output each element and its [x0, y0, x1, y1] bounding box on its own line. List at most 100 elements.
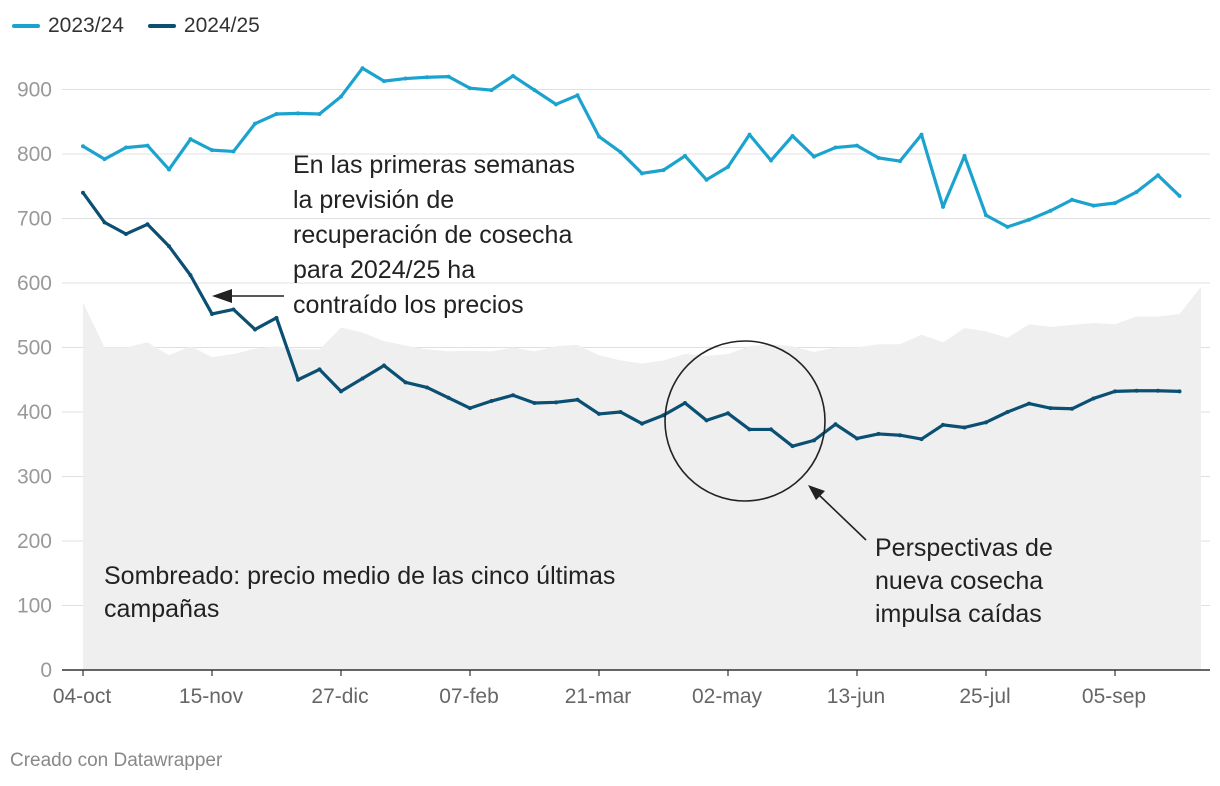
data-point-2024-25 — [575, 397, 580, 402]
data-point-2023-24 — [618, 150, 623, 155]
data-point-2023-24 — [833, 145, 838, 150]
y-tick-label: 100 — [17, 595, 52, 618]
y-tick-label: 800 — [17, 143, 52, 166]
annotation-line: recuperación de cosecha — [293, 221, 572, 249]
data-point-2023-24 — [102, 157, 107, 162]
data-point-2023-24 — [360, 66, 365, 71]
legend-item-2024-25[interactable]: 2024/25 — [147, 14, 260, 38]
data-point-2023-24 — [425, 75, 429, 80]
data-point-2024-25 — [1113, 389, 1117, 394]
data-point-2023-24 — [231, 149, 236, 154]
series-line-2023-24 — [81, 66, 1182, 229]
data-point-2024-25 — [425, 385, 429, 390]
data-point-2024-25 — [597, 411, 601, 416]
data-point-2024-25 — [188, 273, 193, 278]
data-point-2024-25 — [1134, 388, 1139, 393]
data-point-2024-25 — [941, 422, 945, 427]
annotation-new-harvest: Perspectivas de nueva cosecha impulsa ca… — [875, 534, 1060, 628]
data-point-2024-25 — [640, 421, 644, 426]
data-point-2023-24 — [446, 74, 451, 79]
annotation-line: Perspectivas de — [875, 534, 1053, 562]
data-point-2023-24 — [704, 177, 709, 182]
data-point-2024-25 — [317, 367, 322, 372]
data-point-2024-25 — [1048, 406, 1053, 411]
x-tick-label: 15-nov — [179, 685, 244, 708]
annotation-shading-note: Sombreado: precio medio de las cinco últ… — [104, 562, 622, 623]
series-lines — [81, 66, 1182, 449]
data-point-2024-25 — [683, 400, 687, 405]
legend-swatch-2023-24 — [12, 24, 40, 28]
data-point-2024-25 — [855, 436, 859, 441]
axes: 0 100 200 300 400 500 600 700 800 900 04-oct 15-nov… — [17, 79, 1210, 708]
data-point-2024-25 — [790, 444, 795, 449]
data-point-2024-25 — [382, 363, 386, 368]
data-point-2024-25 — [511, 393, 515, 398]
data-point-2023-24 — [274, 112, 279, 117]
annotation-line: nueva cosecha — [875, 567, 1043, 595]
data-point-2024-25 — [446, 395, 451, 400]
data-point-2023-24 — [769, 158, 773, 163]
average-area — [83, 286, 1201, 670]
data-point-2023-24 — [532, 88, 537, 93]
data-point-2024-25 — [898, 433, 902, 438]
data-point-2024-25 — [1177, 389, 1182, 394]
data-point-2024-25 — [919, 437, 924, 442]
y-tick-label: 400 — [17, 401, 52, 424]
annotation-line: contraído los precios — [293, 291, 524, 319]
data-point-2024-25 — [210, 311, 214, 316]
legend-swatch-2024-25 — [147, 24, 176, 28]
data-point-2024-25 — [554, 400, 558, 405]
data-point-2023-24 — [1177, 193, 1182, 198]
legend: 2023/24 2024/25 — [12, 14, 260, 38]
annotation-early-weeks: En las primeras semanas la previsión de … — [293, 151, 582, 319]
data-point-2023-24 — [317, 112, 322, 117]
data-point-2023-24 — [1091, 203, 1096, 208]
y-tick-label: 300 — [17, 466, 52, 489]
data-point-2024-25 — [167, 244, 171, 249]
y-tick-label: 900 — [17, 79, 52, 102]
data-point-2023-24 — [296, 111, 300, 116]
y-tick-label: 500 — [17, 337, 52, 360]
x-tick-label: 02-may — [692, 685, 763, 708]
annotation-arrow-drop — [817, 493, 867, 541]
data-point-2023-24 — [1027, 217, 1031, 222]
data-point-2023-24 — [1005, 224, 1010, 229]
y-tick-label: 200 — [17, 530, 52, 553]
x-tick-label: 05-sep — [1082, 685, 1146, 708]
data-point-2023-24 — [812, 154, 816, 159]
data-point-2023-24 — [1070, 197, 1074, 202]
data-point-2023-24 — [683, 153, 687, 158]
data-point-2023-24 — [253, 121, 257, 126]
data-point-2024-25 — [833, 422, 838, 427]
data-point-2023-24 — [575, 93, 580, 98]
legend-label-2024-25: 2024/25 — [183, 14, 260, 37]
data-point-2024-25 — [403, 380, 408, 385]
x-tick-label: 25-jul — [959, 685, 1010, 708]
data-point-2024-25 — [1070, 406, 1074, 411]
data-point-2024-25 — [360, 376, 365, 381]
annotation-arrowhead-early — [212, 289, 232, 303]
data-point-2023-24 — [339, 94, 343, 99]
data-point-2023-24 — [382, 79, 386, 84]
data-point-2024-25 — [962, 425, 967, 430]
data-point-2023-24 — [1156, 173, 1160, 178]
data-point-2024-25 — [274, 315, 279, 320]
data-point-2024-25 — [145, 222, 150, 227]
data-point-2023-24 — [403, 76, 408, 81]
x-tick-label: 13-jun — [827, 685, 885, 708]
data-point-2024-25 — [339, 389, 343, 394]
data-point-2023-24 — [489, 88, 494, 93]
data-point-2023-24 — [1134, 190, 1139, 195]
legend-label-2023-24: 2023/24 — [48, 14, 124, 37]
data-point-2023-24 — [640, 171, 644, 176]
legend-item-2023-24[interactable]: 2023/24 — [12, 14, 124, 38]
annotation-line: la previsión de — [293, 186, 454, 214]
footer-credit[interactable]: Creado con Datawrapper — [10, 750, 223, 771]
data-point-2023-24 — [898, 159, 902, 164]
data-point-2024-25 — [769, 427, 773, 432]
annotation-line: para 2024/25 ha — [293, 256, 475, 284]
annotation-circle — [664, 340, 826, 502]
data-point-2024-25 — [296, 377, 300, 382]
data-point-2024-25 — [253, 327, 257, 332]
